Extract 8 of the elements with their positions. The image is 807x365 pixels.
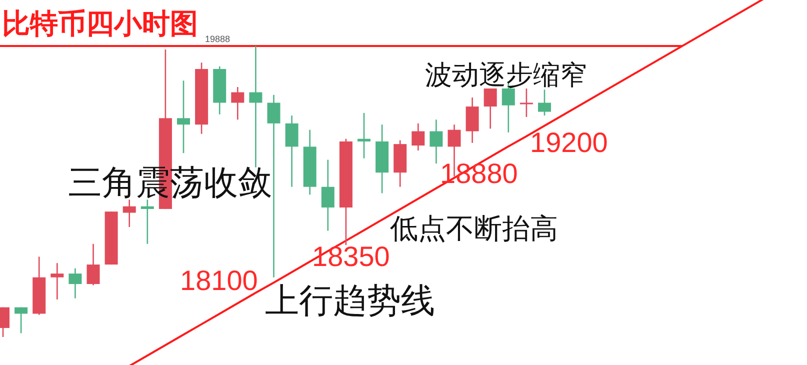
- annotation: 低点不断抬高: [390, 212, 558, 245]
- annotation: 18350: [312, 241, 390, 272]
- annotation: 波动逐步缩窄: [425, 60, 587, 91]
- annotation: 19200: [530, 127, 608, 158]
- annotation: 18100: [180, 265, 258, 296]
- chart-title: 比特币四小时图: [2, 7, 198, 40]
- annotation: 上行趋势线: [265, 281, 435, 321]
- text: 19888: [205, 34, 230, 44]
